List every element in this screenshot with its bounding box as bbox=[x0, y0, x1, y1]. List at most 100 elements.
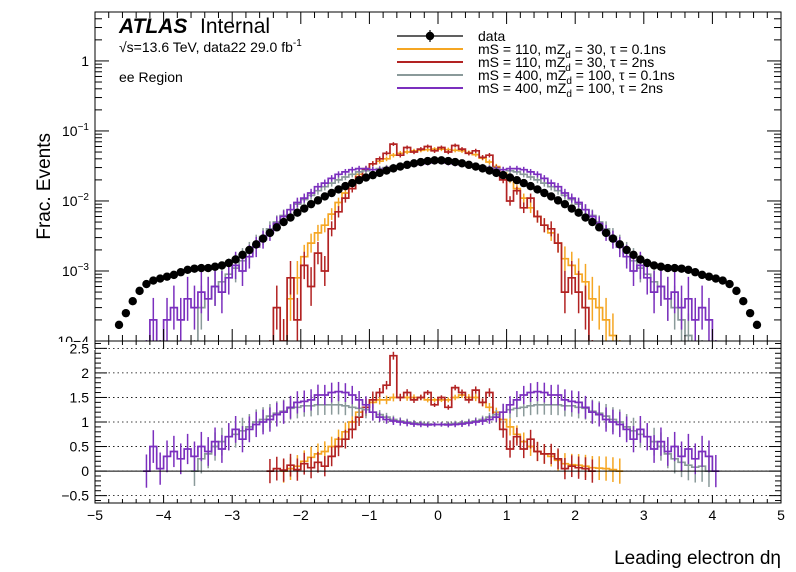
data-point bbox=[176, 268, 185, 277]
x-tick-label: −5 bbox=[87, 507, 103, 523]
data-point bbox=[409, 159, 419, 168]
x-tick-label: 3 bbox=[640, 507, 648, 523]
ratio-y-tick-label: 0 bbox=[81, 463, 89, 479]
data-point bbox=[656, 262, 666, 271]
data-point bbox=[293, 208, 302, 217]
data-point bbox=[368, 170, 378, 180]
data-point bbox=[471, 162, 480, 171]
data-point bbox=[560, 199, 570, 209]
y-axis-title: Frac. Events bbox=[34, 133, 55, 240]
data-point bbox=[704, 272, 714, 281]
legend-entry-4: mS = 400, mZd = 100, τ = 2ns bbox=[397, 80, 663, 100]
data-point bbox=[155, 274, 165, 283]
data-point bbox=[375, 168, 384, 178]
data-point bbox=[272, 223, 281, 232]
series-2-step-line bbox=[266, 354, 596, 472]
data-point bbox=[279, 217, 288, 227]
legend-label-prefix: mS = 110, mZ bbox=[478, 54, 566, 70]
data-point bbox=[492, 168, 501, 178]
x-tick-label: −4 bbox=[156, 507, 172, 523]
x-tick-label: 0 bbox=[434, 507, 442, 523]
legend-label-subscript: d bbox=[565, 50, 571, 61]
data-point bbox=[114, 320, 124, 330]
y-tick-label-exponent: −1 bbox=[78, 122, 90, 133]
main-panel-series bbox=[114, 142, 762, 341]
data-point bbox=[546, 192, 556, 201]
data-point bbox=[519, 178, 528, 188]
data-point bbox=[361, 173, 371, 182]
y-tick-label-exponent: −2 bbox=[78, 192, 90, 203]
data-point bbox=[258, 234, 268, 243]
ratio-y-tick-label: −0.5 bbox=[61, 488, 89, 504]
data-point bbox=[265, 228, 275, 238]
series-2-step-line bbox=[272, 143, 590, 341]
data-point bbox=[128, 297, 137, 306]
legend-label-suffix: = 30, τ = 2ns bbox=[571, 54, 654, 70]
legend-label-prefix: mS = 110, mZ bbox=[478, 41, 566, 57]
data-point bbox=[711, 274, 721, 283]
data-point bbox=[718, 276, 727, 285]
data-point bbox=[691, 268, 700, 277]
data-point bbox=[512, 175, 522, 185]
legend-label-prefix: mS = 400, mZ bbox=[478, 67, 567, 83]
data-point bbox=[540, 188, 549, 198]
data-point bbox=[169, 270, 179, 280]
series-0-data bbox=[114, 156, 762, 330]
data-point bbox=[121, 308, 131, 318]
y-tick-label: 10−1 bbox=[62, 122, 89, 139]
data-point bbox=[210, 262, 220, 271]
data-point bbox=[430, 156, 439, 165]
data-point bbox=[300, 204, 309, 213]
data-point bbox=[306, 199, 316, 209]
data-point bbox=[629, 250, 638, 260]
data-point bbox=[697, 270, 707, 280]
x-axis-title: Leading electron dη bbox=[614, 548, 781, 569]
data-point bbox=[595, 223, 604, 232]
x-tick-label: 1 bbox=[503, 507, 511, 523]
data-point bbox=[601, 228, 611, 238]
data-point bbox=[533, 185, 542, 194]
x-tick-label: 5 bbox=[777, 507, 785, 523]
data-point bbox=[608, 234, 618, 243]
data-point bbox=[670, 263, 679, 273]
data-point bbox=[423, 156, 432, 166]
data-point bbox=[643, 258, 652, 268]
series-4 bbox=[143, 381, 720, 488]
y-tick-label-base: 10 bbox=[62, 263, 78, 279]
data-point bbox=[203, 263, 213, 273]
data-point bbox=[567, 204, 576, 213]
legend-entry-0: data bbox=[397, 28, 505, 44]
data-point bbox=[732, 286, 741, 296]
region-label: ee Region bbox=[119, 69, 183, 85]
series-4 bbox=[145, 159, 717, 341]
data-point bbox=[389, 164, 398, 173]
legend-label-prefix: mS = 400, mZ bbox=[478, 80, 567, 96]
legend-entry-label: mS = 400, mZd = 100, τ = 0.1ns bbox=[478, 67, 675, 87]
energy-text: √s=13.6 TeV, data22 29.0 fb bbox=[119, 39, 293, 55]
data-point bbox=[505, 173, 515, 182]
data-point bbox=[649, 261, 659, 270]
data-point bbox=[142, 279, 151, 289]
ratio-y-tick-label: 1.5 bbox=[70, 389, 90, 405]
y-tick-label-exponent: −3 bbox=[78, 262, 90, 273]
y-tick-label-base: 10 bbox=[62, 123, 78, 139]
ratio-y-tick-label: 2.5 bbox=[70, 340, 90, 356]
y-tick-label: 10−2 bbox=[62, 192, 89, 209]
data-point bbox=[286, 213, 295, 222]
data-point bbox=[245, 245, 254, 255]
cutoff-mask bbox=[45, 342, 95, 350]
data-point bbox=[238, 250, 247, 260]
data-point bbox=[478, 164, 487, 173]
data-point bbox=[197, 263, 206, 273]
data-point bbox=[437, 156, 446, 165]
legend-entry-label: mS = 400, mZd = 100, τ = 2ns bbox=[478, 80, 663, 100]
data-point bbox=[416, 157, 426, 167]
data-point bbox=[450, 157, 460, 167]
data-point bbox=[574, 208, 583, 217]
series-2 bbox=[269, 142, 594, 341]
data-point bbox=[135, 286, 144, 296]
x-tick-label: −2 bbox=[293, 507, 309, 523]
